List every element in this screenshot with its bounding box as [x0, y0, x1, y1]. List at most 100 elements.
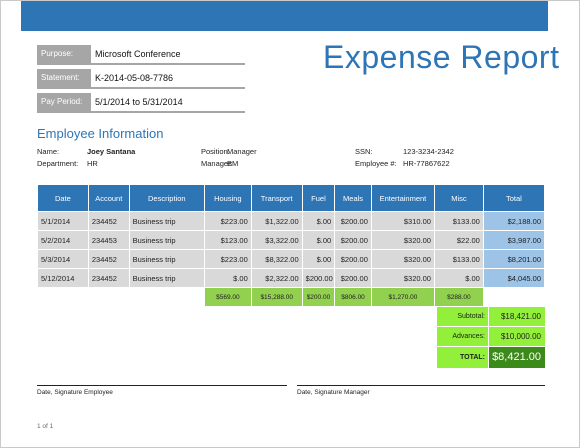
header-fuel: Fuel [301, 184, 336, 212]
cell-transport: $2,322.00 [250, 268, 303, 288]
blank-cell [128, 287, 205, 307]
header-date: Date [37, 184, 89, 212]
summary-box: Subtotal: $18,421.00 Advances: $10,000.0… [437, 307, 545, 369]
cell-meals: $200.00 [334, 268, 372, 288]
table-row: 5/2/2014 234453 Business trip $123.00 $3… [37, 230, 546, 250]
cell-fuel: $.00 [301, 230, 336, 250]
employee-position-value: Manager [227, 147, 257, 156]
grand-total-value: $8,421.00 [489, 347, 545, 368]
cell-account: 234453 [87, 230, 130, 250]
cell-account: 234452 [87, 249, 130, 269]
cell-description: Business trip [128, 211, 205, 231]
pay-period-label: Pay Period: [37, 93, 91, 111]
total-entertainment: $1,270.00 [370, 287, 435, 307]
grand-total-label: TOTAL: [437, 347, 488, 368]
employee-col-1: Name: Joey Santana Department: HR [37, 146, 135, 170]
header-housing: Housing [203, 184, 252, 212]
statement-row: Statement: K-2014-05-08-7786 [37, 69, 245, 89]
cell-meals: $200.00 [334, 230, 372, 250]
cell-date: 5/3/2014 [37, 249, 89, 269]
cell-misc: $.00 [433, 268, 484, 288]
cell-meals: $200.00 [334, 211, 372, 231]
cell-fuel: $.00 [301, 249, 336, 269]
table-row: 5/1/2014 234452 Business trip $223.00 $1… [37, 211, 546, 231]
employee-info-heading: Employee Information [37, 126, 164, 141]
total-misc: $288.00 [433, 287, 484, 307]
cell-account: 234452 [87, 268, 130, 288]
employee-signature-line [37, 385, 287, 386]
advances-value: $10,000.00 [489, 327, 545, 346]
page-title: Expense Report [323, 39, 560, 75]
cell-total: $4,045.00 [482, 268, 546, 288]
blank-cell [37, 287, 89, 307]
header-total: Total [482, 184, 546, 212]
cell-date: 5/12/2014 [37, 268, 89, 288]
cell-description: Business trip [128, 230, 205, 250]
cell-transport: $3,322.00 [250, 230, 303, 250]
manager-label: Manager: [201, 159, 233, 168]
employee-name: Joey Santana [87, 147, 136, 156]
cell-housing: $.00 [203, 268, 252, 288]
employee-manager-value: BM [227, 159, 239, 168]
table-row: 5/12/2014 234452 Business trip $.00 $2,3… [37, 268, 546, 288]
total-transport: $15,288.00 [250, 287, 303, 307]
employee-col-2-values: Manager BM [227, 146, 257, 170]
employee-ssn: 123-3234-2342 [403, 147, 454, 156]
cell-total: $8,201.00 [482, 249, 546, 269]
cell-housing: $223.00 [203, 211, 252, 231]
cell-housing: $123.00 [203, 230, 252, 250]
header-entertainment: Entertainment [370, 184, 435, 212]
position-label: Position: [201, 147, 230, 156]
header-meals: Meals [334, 184, 372, 212]
header-bar [21, 1, 548, 31]
employee-number-label: Employee #: [355, 159, 397, 168]
expense-table: Date Account Description Housing Transpo… [37, 184, 546, 307]
blank-cell [87, 287, 130, 307]
cell-misc: $133.00 [433, 249, 484, 269]
employee-signature-label: Date, Signature Employee [37, 389, 113, 396]
pay-period-value: 5/1/2014 to 5/31/2014 [91, 93, 245, 111]
table-row: 5/3/2014 234452 Business trip $223.00 $8… [37, 249, 546, 269]
cell-fuel: $.00 [301, 211, 336, 231]
grand-total-row: TOTAL: $8,421.00 [437, 347, 545, 368]
cell-date: 5/1/2014 [37, 211, 89, 231]
page-number: 1 of 1 [37, 423, 54, 430]
manager-signature-line [297, 385, 545, 386]
table-header-row: Date Account Description Housing Transpo… [37, 184, 546, 212]
column-totals-row: $569.00 $15,288.00 $200.00 $806.00 $1,27… [37, 287, 546, 307]
cell-entertainment: $320.00 [370, 268, 435, 288]
total-meals: $806.00 [334, 287, 372, 307]
employee-col-3: SSN: 123-3234-2342 Employee #: HR-77867622 [355, 146, 454, 170]
statement-value: K-2014-05-08-7786 [91, 69, 245, 87]
manager-signature-label: Date, Signature Manager [297, 389, 370, 396]
cell-misc: $22.00 [433, 230, 484, 250]
department-label: Department: [37, 159, 79, 168]
pay-period-row: Pay Period: 5/1/2014 to 5/31/2014 [37, 93, 245, 113]
report-meta: Purpose: Microsoft Conference Statement:… [37, 45, 245, 117]
employee-department: HR [87, 159, 98, 168]
header-description: Description [128, 184, 205, 212]
statement-label: Statement: [37, 69, 91, 87]
header-transport: Transport [250, 184, 303, 212]
total-housing: $569.00 [203, 287, 252, 307]
cell-total: $2,188.00 [482, 211, 546, 231]
cell-entertainment: $310.00 [370, 211, 435, 231]
total-fuel: $200.00 [301, 287, 336, 307]
cell-account: 234452 [87, 211, 130, 231]
employee-number: HR-77867622 [403, 159, 450, 168]
cell-date: 5/2/2014 [37, 230, 89, 250]
cell-misc: $133.00 [433, 211, 484, 231]
cell-meals: $200.00 [334, 249, 372, 269]
header-account: Account [87, 184, 130, 212]
blank-cell [482, 287, 546, 307]
employee-col-2: Position: Manager: [201, 146, 233, 170]
cell-fuel: $200.00 [301, 268, 336, 288]
advances-row: Advances: $10,000.00 [437, 327, 545, 346]
name-label: Name: [37, 147, 60, 156]
ssn-label: SSN: [355, 147, 373, 156]
subtotal-row: Subtotal: $18,421.00 [437, 307, 545, 326]
purpose-label: Purpose: [37, 45, 91, 63]
header-misc: Misc [433, 184, 484, 212]
cell-entertainment: $320.00 [370, 230, 435, 250]
